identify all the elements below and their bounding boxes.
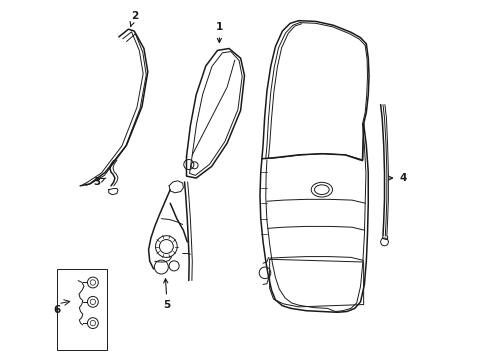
Bar [57,269,107,350]
Text: 6: 6 [53,305,60,315]
Text: 3: 3 [93,177,105,187]
Text: 1: 1 [215,22,223,42]
Text: 5: 5 [163,279,170,310]
Text: 4: 4 [387,173,406,183]
Text: 2: 2 [130,11,138,26]
